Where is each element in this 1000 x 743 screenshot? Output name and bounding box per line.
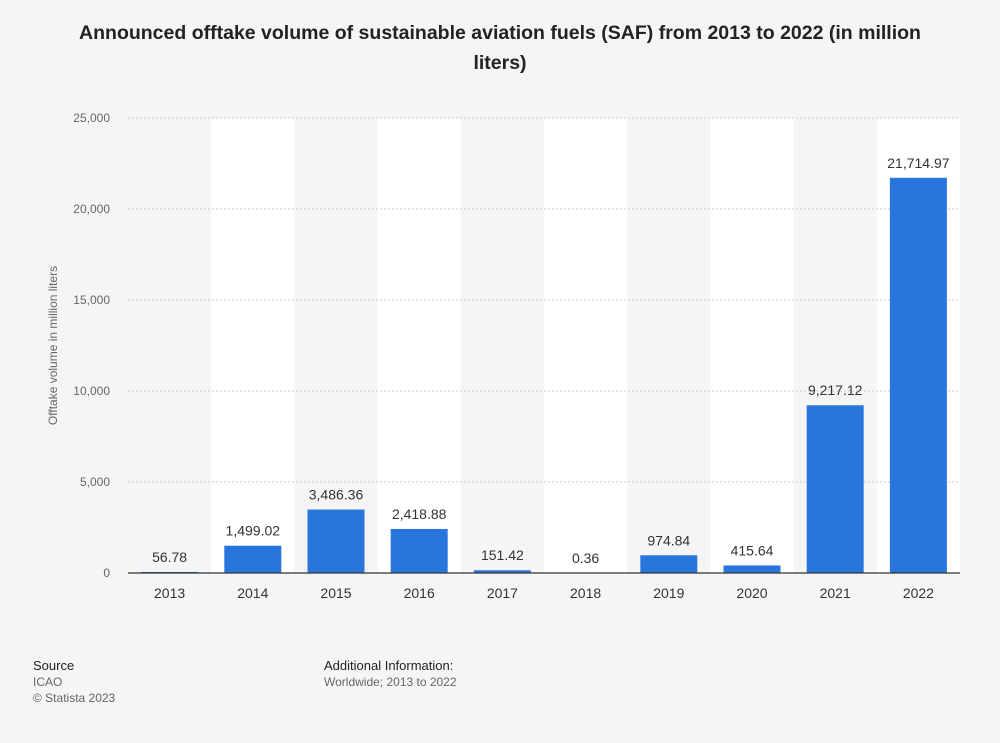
y-tick-label: 10,000 — [73, 384, 110, 398]
x-tick-label: 2020 — [736, 585, 767, 601]
source-block: Source ICAO © Statista 2023 — [33, 658, 115, 706]
bar — [390, 528, 448, 573]
x-tick-label: 2021 — [820, 585, 851, 601]
bar — [723, 565, 781, 573]
x-tick-label: 2022 — [903, 585, 934, 601]
data-label: 56.78 — [152, 549, 187, 565]
bar — [473, 570, 531, 573]
data-label: 415.64 — [731, 542, 774, 558]
bar — [640, 555, 698, 573]
chart-title: Announced offtake volume of sustainable … — [79, 22, 921, 74]
y-axis-title: Offtake volume in million liters — [46, 266, 60, 425]
x-tick-label: 2019 — [653, 585, 684, 601]
data-label: 3,486.36 — [309, 487, 364, 503]
data-label: 21,714.97 — [887, 155, 949, 171]
column-band — [377, 118, 461, 573]
y-tick-label: 20,000 — [73, 202, 110, 216]
copyright-text: © Statista 2023 — [33, 691, 116, 705]
source-name[interactable]: ICAO — [33, 675, 63, 689]
data-label: 974.84 — [647, 532, 690, 548]
data-label: 2,418.88 — [392, 506, 447, 522]
column-band — [211, 118, 295, 573]
y-tick-label: 25,000 — [73, 111, 110, 125]
data-label: 0.36 — [572, 550, 599, 566]
bar — [889, 177, 947, 574]
x-tick-label: 2014 — [237, 585, 268, 601]
bar — [224, 545, 282, 573]
x-tick-label: 2018 — [570, 585, 601, 601]
x-tick-label: 2015 — [320, 585, 351, 601]
data-label: 1,499.02 — [226, 523, 281, 539]
data-label: 151.42 — [481, 547, 524, 563]
bar — [307, 509, 365, 573]
data-label: 9,217.12 — [808, 382, 863, 398]
additional-info-block: Additional Information: Worldwide; 2013 … — [324, 658, 457, 690]
y-tick-label: 15,000 — [73, 293, 110, 307]
x-tick-label: 2017 — [487, 585, 518, 601]
y-tick-label: 5,000 — [80, 475, 110, 489]
column-band — [544, 118, 628, 573]
y-tick-label: 0 — [103, 566, 110, 580]
additional-info-text: Worldwide; 2013 to 2022 — [324, 675, 457, 689]
additional-info-heading: Additional Information: — [324, 658, 454, 673]
bar — [806, 405, 864, 573]
bar-chart: 0 5,000 10,000 15,000 20,000 25,000 56.78 2013 1… — [46, 111, 960, 601]
source-heading: Source — [33, 658, 75, 673]
x-tick-label: 2013 — [154, 585, 185, 601]
column-band — [710, 118, 794, 573]
x-tick-label: 2016 — [404, 585, 435, 601]
